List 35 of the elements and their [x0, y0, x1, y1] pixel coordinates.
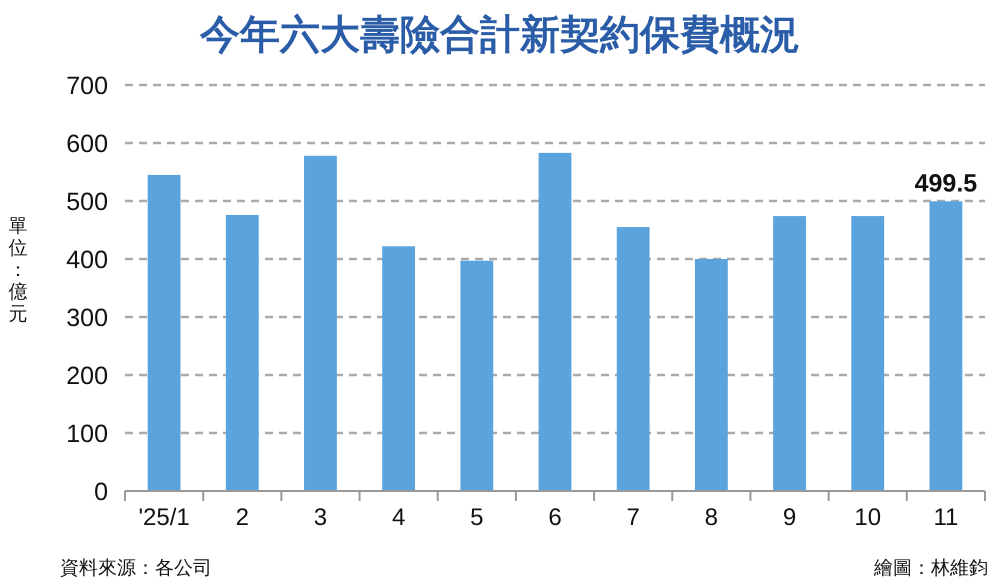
y-tick-label: 600: [66, 130, 108, 158]
x-tick-label: 7: [626, 504, 640, 531]
bar: [773, 216, 806, 491]
bar: [538, 152, 572, 491]
source-note: 資料來源：各公司: [60, 558, 212, 579]
y-tick-label: 0: [94, 478, 108, 506]
bar: [304, 156, 337, 491]
y-axis-title: 單位：億元: [8, 216, 28, 325]
bar: [382, 246, 416, 491]
x-tick-label: 11: [933, 504, 958, 531]
bar: [226, 214, 259, 491]
bar: [851, 216, 884, 491]
bar: [616, 227, 650, 491]
text: 繪圖：林維鈞: [873, 558, 988, 579]
y-tick-label: 200: [66, 362, 108, 390]
data-label: 499.5: [914, 169, 978, 198]
y-tick-label: 500: [66, 188, 108, 216]
x-tick-label: 2: [236, 504, 249, 531]
bar: [929, 201, 962, 491]
x-tick-label: 10: [854, 504, 882, 531]
x-tick-label: 3: [314, 504, 328, 531]
chart-title: 今年六大壽險合計新契約保費概況: [199, 13, 800, 57]
x-tick-label: 6: [548, 504, 562, 531]
y-tick-label: 700: [66, 72, 108, 100]
bar: [460, 260, 494, 491]
y-tick-label: 300: [66, 304, 108, 332]
bar: [148, 174, 181, 491]
x-tick-label: '25/1: [138, 504, 190, 531]
y-tick-label: 100: [66, 420, 108, 448]
x-tick-label: 9: [782, 504, 796, 531]
x-tick-label: 5: [470, 504, 484, 531]
x-tick-label: 8: [704, 504, 718, 531]
x-tick-label: 4: [392, 504, 406, 531]
bar: [694, 259, 728, 491]
y-tick-label: 400: [66, 246, 108, 274]
